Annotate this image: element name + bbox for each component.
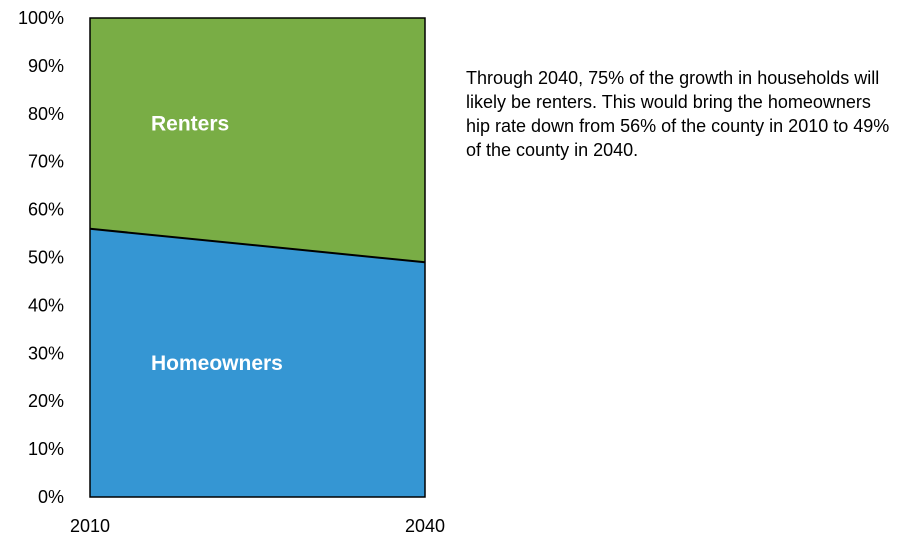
y-tick-label: 20%: [28, 391, 64, 411]
y-tick-label: 60%: [28, 200, 64, 220]
x-tick-label: 2010: [70, 516, 110, 536]
y-tick-label: 30%: [28, 343, 64, 363]
y-tick-label: 70%: [28, 152, 64, 172]
y-tick-label: 50%: [28, 248, 64, 268]
series-labels: Homeowners Renters: [151, 112, 283, 375]
y-tick-label: 100%: [18, 8, 64, 28]
y-tick-label: 40%: [28, 295, 64, 315]
series-boundary-line: [89, 227, 426, 264]
renters-area: [90, 18, 425, 263]
x-tick-label: 2040: [405, 516, 445, 536]
area-layer: [89, 18, 426, 497]
y-tick-label: 10%: [28, 439, 64, 459]
plot-frame: [89, 17, 426, 498]
y-tick-label: 0%: [38, 487, 64, 507]
y-tick-label: 80%: [28, 104, 64, 124]
homeowners-area: [90, 228, 425, 497]
chart-annotation: Through 2040, 75% of the growth in house…: [466, 68, 890, 160]
renters-series-label: Renters: [151, 112, 229, 135]
homeowners-series-label: Homeowners: [151, 352, 283, 375]
y-tick-label: 90%: [28, 56, 64, 76]
axes: 0% 10% 20% 30% 40% 50% 60% 70% 80% 90% 100% 2010 204…: [18, 8, 445, 536]
